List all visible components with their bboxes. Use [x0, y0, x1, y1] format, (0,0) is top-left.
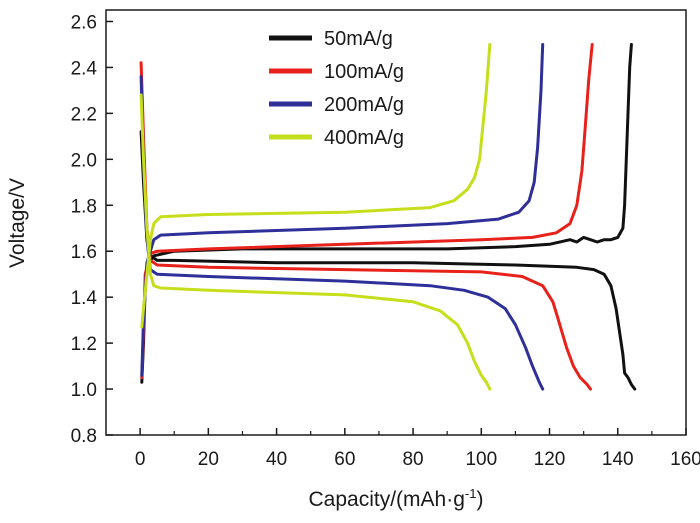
y-tick-label: 0.8 [71, 426, 97, 447]
legend-label-400ma-g: 400mA/g [324, 127, 404, 149]
legend-label-100ma-g: 100mA/g [324, 61, 404, 83]
y-tick-label: 1.8 [71, 196, 97, 217]
series-line-400ma-g-charge [140, 43, 492, 329]
x-tick-label: 100 [465, 449, 497, 470]
x-tick-label: 160 [670, 449, 700, 470]
y-tick-label: 2.6 [71, 12, 97, 33]
legend-label-200ma-g: 200mA/g [324, 94, 404, 116]
x-tick-label: 40 [266, 449, 287, 470]
x-axis-title-sup: -1 [465, 486, 477, 501]
series-group [139, 43, 637, 391]
x-tick-label: 20 [198, 449, 219, 470]
legend-label-50ma-g: 50mA/g [324, 28, 393, 50]
x-tick-label: 140 [602, 449, 634, 470]
x-tick-label: 0 [135, 449, 146, 470]
y-tick-label: 1.0 [71, 380, 97, 401]
plot-frame [105, 9, 687, 436]
x-tick-label: 60 [334, 449, 355, 470]
y-tick-label: 1.2 [71, 334, 97, 355]
series-line-50ma-g-charge [140, 43, 633, 384]
y-tick-label: 2.0 [71, 150, 97, 171]
legend: 50mA/g 100mA/g 200mA/g 400mA/g [269, 28, 404, 149]
tick-marks [106, 20, 687, 436]
y-axis-title: Voltage/V [6, 178, 29, 268]
y-tick-label: 2.2 [71, 104, 97, 125]
x-axis-title-suffix: ) [476, 488, 483, 511]
x-axis-title-main: Capacity/(mAh·g [309, 488, 465, 511]
y-tick-label: 1.6 [71, 242, 97, 263]
series-line-50ma-g-discharge [139, 130, 637, 391]
x-tick-label: 80 [402, 449, 423, 470]
y-tick-label: 2.4 [71, 58, 98, 79]
x-tick-label: 120 [534, 449, 566, 470]
x-axis-title: Capacity/(mAh·g-1) [309, 486, 484, 511]
y-tick-label: 1.4 [71, 288, 98, 309]
tick-labels: 0 20 40 60 80 100 120 140 160 0.8 1.0 1.2 1.4 1.6 1.8 2… [71, 12, 700, 470]
